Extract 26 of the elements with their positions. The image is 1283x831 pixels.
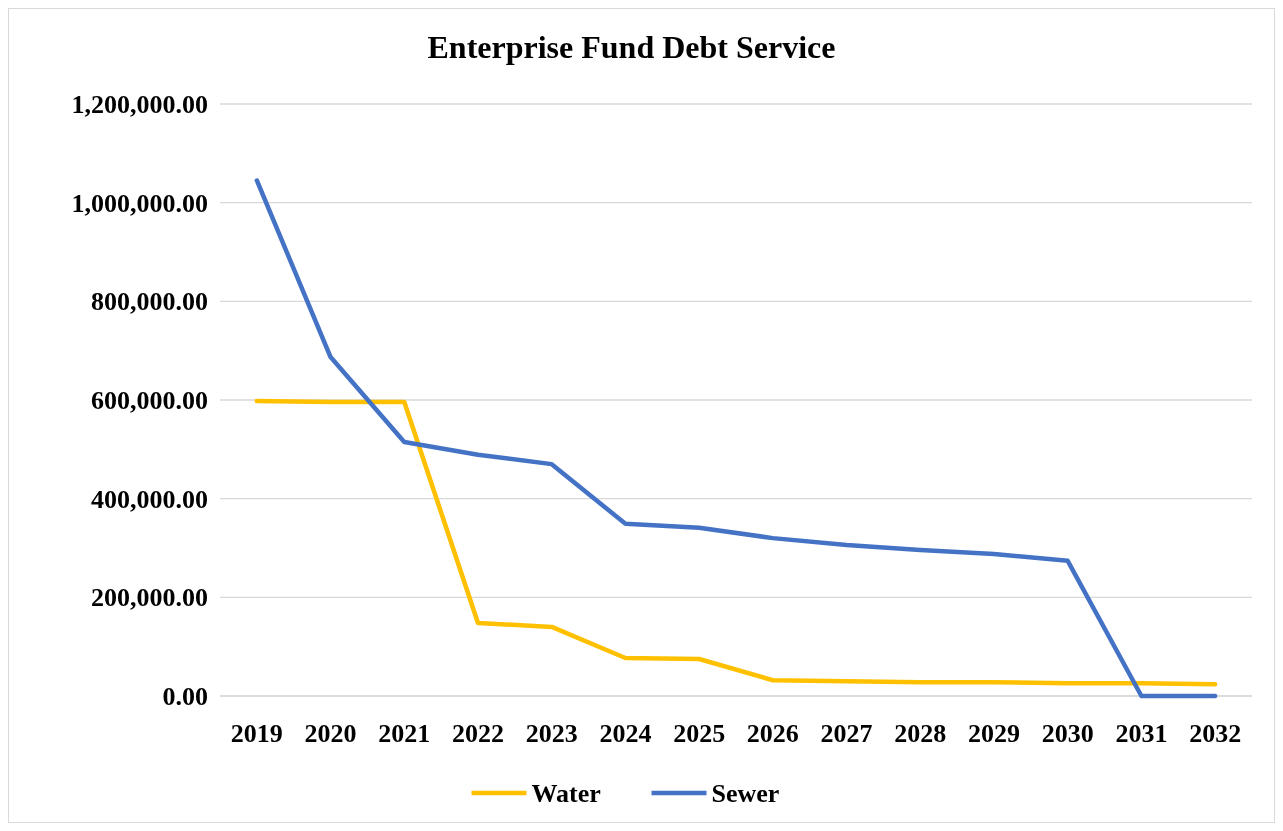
x-tick-label: 2026 — [746, 719, 799, 748]
x-tick-label: 2023 — [525, 719, 578, 748]
line-series — [254, 178, 1218, 699]
y-tick-label: 1,200,000.00 — [71, 90, 208, 120]
chart-title: Enterprise Fund Debt Service — [427, 29, 836, 65]
y-tick-label: 800,000.00 — [91, 287, 208, 317]
x-tick-label: 2024 — [599, 719, 652, 748]
x-tick-label: 2031 — [1115, 719, 1168, 748]
y-tick-label: 600,000.00 — [91, 386, 208, 416]
line-series — [254, 398, 1218, 687]
y-tick-label: 0.00 — [162, 682, 208, 712]
legend-label: Sewer — [711, 779, 780, 809]
x-tick-label: 2022 — [452, 719, 504, 748]
x-tick-label: 2029 — [968, 719, 1020, 748]
y-tick-label: 400,000.00 — [91, 484, 208, 514]
y-tick-label: 200,000.00 — [91, 583, 208, 613]
x-tick-label: 2020 — [304, 719, 357, 748]
x-tick-label: 2032 — [1189, 719, 1242, 748]
x-tick-label: 2028 — [894, 719, 947, 748]
x-tick-label: 2027 — [820, 719, 873, 748]
x-tick-label: 2021 — [378, 719, 431, 748]
x-tick-label: 2025 — [673, 719, 726, 748]
x-tick-label: 2030 — [1041, 719, 1094, 748]
x-tick-label: 2019 — [230, 719, 283, 748]
y-tick-label: 1,000,000.00 — [71, 188, 208, 218]
legend-label: Water — [531, 779, 601, 809]
